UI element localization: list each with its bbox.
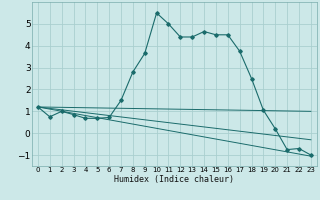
X-axis label: Humidex (Indice chaleur): Humidex (Indice chaleur): [115, 175, 234, 184]
